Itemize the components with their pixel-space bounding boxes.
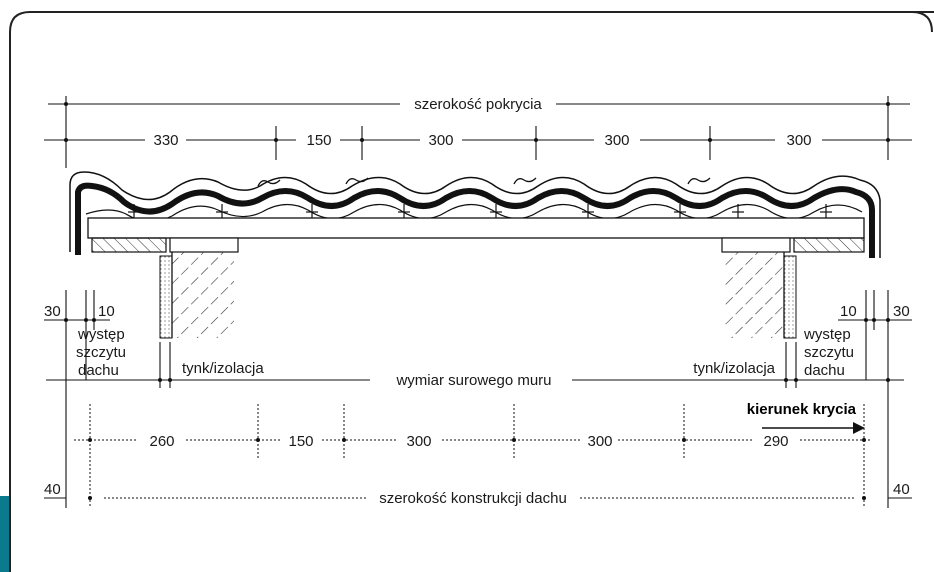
right-plaster-label: tynk/izolacja	[693, 360, 775, 377]
bottom-span-1: 260	[149, 433, 174, 450]
right-overhang-line-1: występ	[803, 326, 851, 343]
bottom-span-5: 290	[763, 433, 788, 450]
right-dim-40: 40	[893, 481, 910, 498]
left-plaster-label: tynk/izolacja	[182, 360, 264, 377]
right-overhang-line-3: dachu	[804, 362, 845, 379]
bottom-span-2: 150	[288, 433, 313, 450]
bottom-span-4: 300	[587, 433, 612, 450]
top-span-5: 300	[786, 132, 811, 149]
direction-label: kierunek krycia	[747, 401, 857, 418]
top-dimensions	[44, 96, 912, 168]
side-tab	[0, 496, 10, 572]
left-dim-30: 30	[44, 303, 61, 320]
roof-section	[69, 171, 881, 339]
right-overhang-line-2: szczytu	[804, 344, 854, 361]
total-construction-label: szerokość konstrukcji dachu	[379, 490, 567, 507]
frame-border	[9, 11, 934, 572]
top-span-4: 300	[604, 132, 629, 149]
top-ticks	[64, 102, 890, 142]
right-dim-30: 30	[893, 303, 910, 320]
right-dim-10: 10	[840, 303, 857, 320]
top-span-2: 150	[306, 132, 331, 149]
left-dim-10: 10	[98, 303, 115, 320]
bottom-span-3: 300	[406, 433, 431, 450]
left-dim-40: 40	[44, 481, 61, 498]
left-overhang-line-3: dachu	[78, 362, 119, 379]
left-dims	[44, 290, 370, 508]
top-span-3: 300	[428, 132, 453, 149]
left-overhang-line-2: szczytu	[76, 344, 126, 361]
top-span-1: 330	[153, 132, 178, 149]
raw-wall-label: wymiar surowego muru	[395, 372, 551, 389]
right-dims	[572, 290, 912, 508]
left-overhang-line-1: występ	[77, 326, 125, 343]
total-covering-label: szerokość pokrycia	[414, 96, 542, 113]
